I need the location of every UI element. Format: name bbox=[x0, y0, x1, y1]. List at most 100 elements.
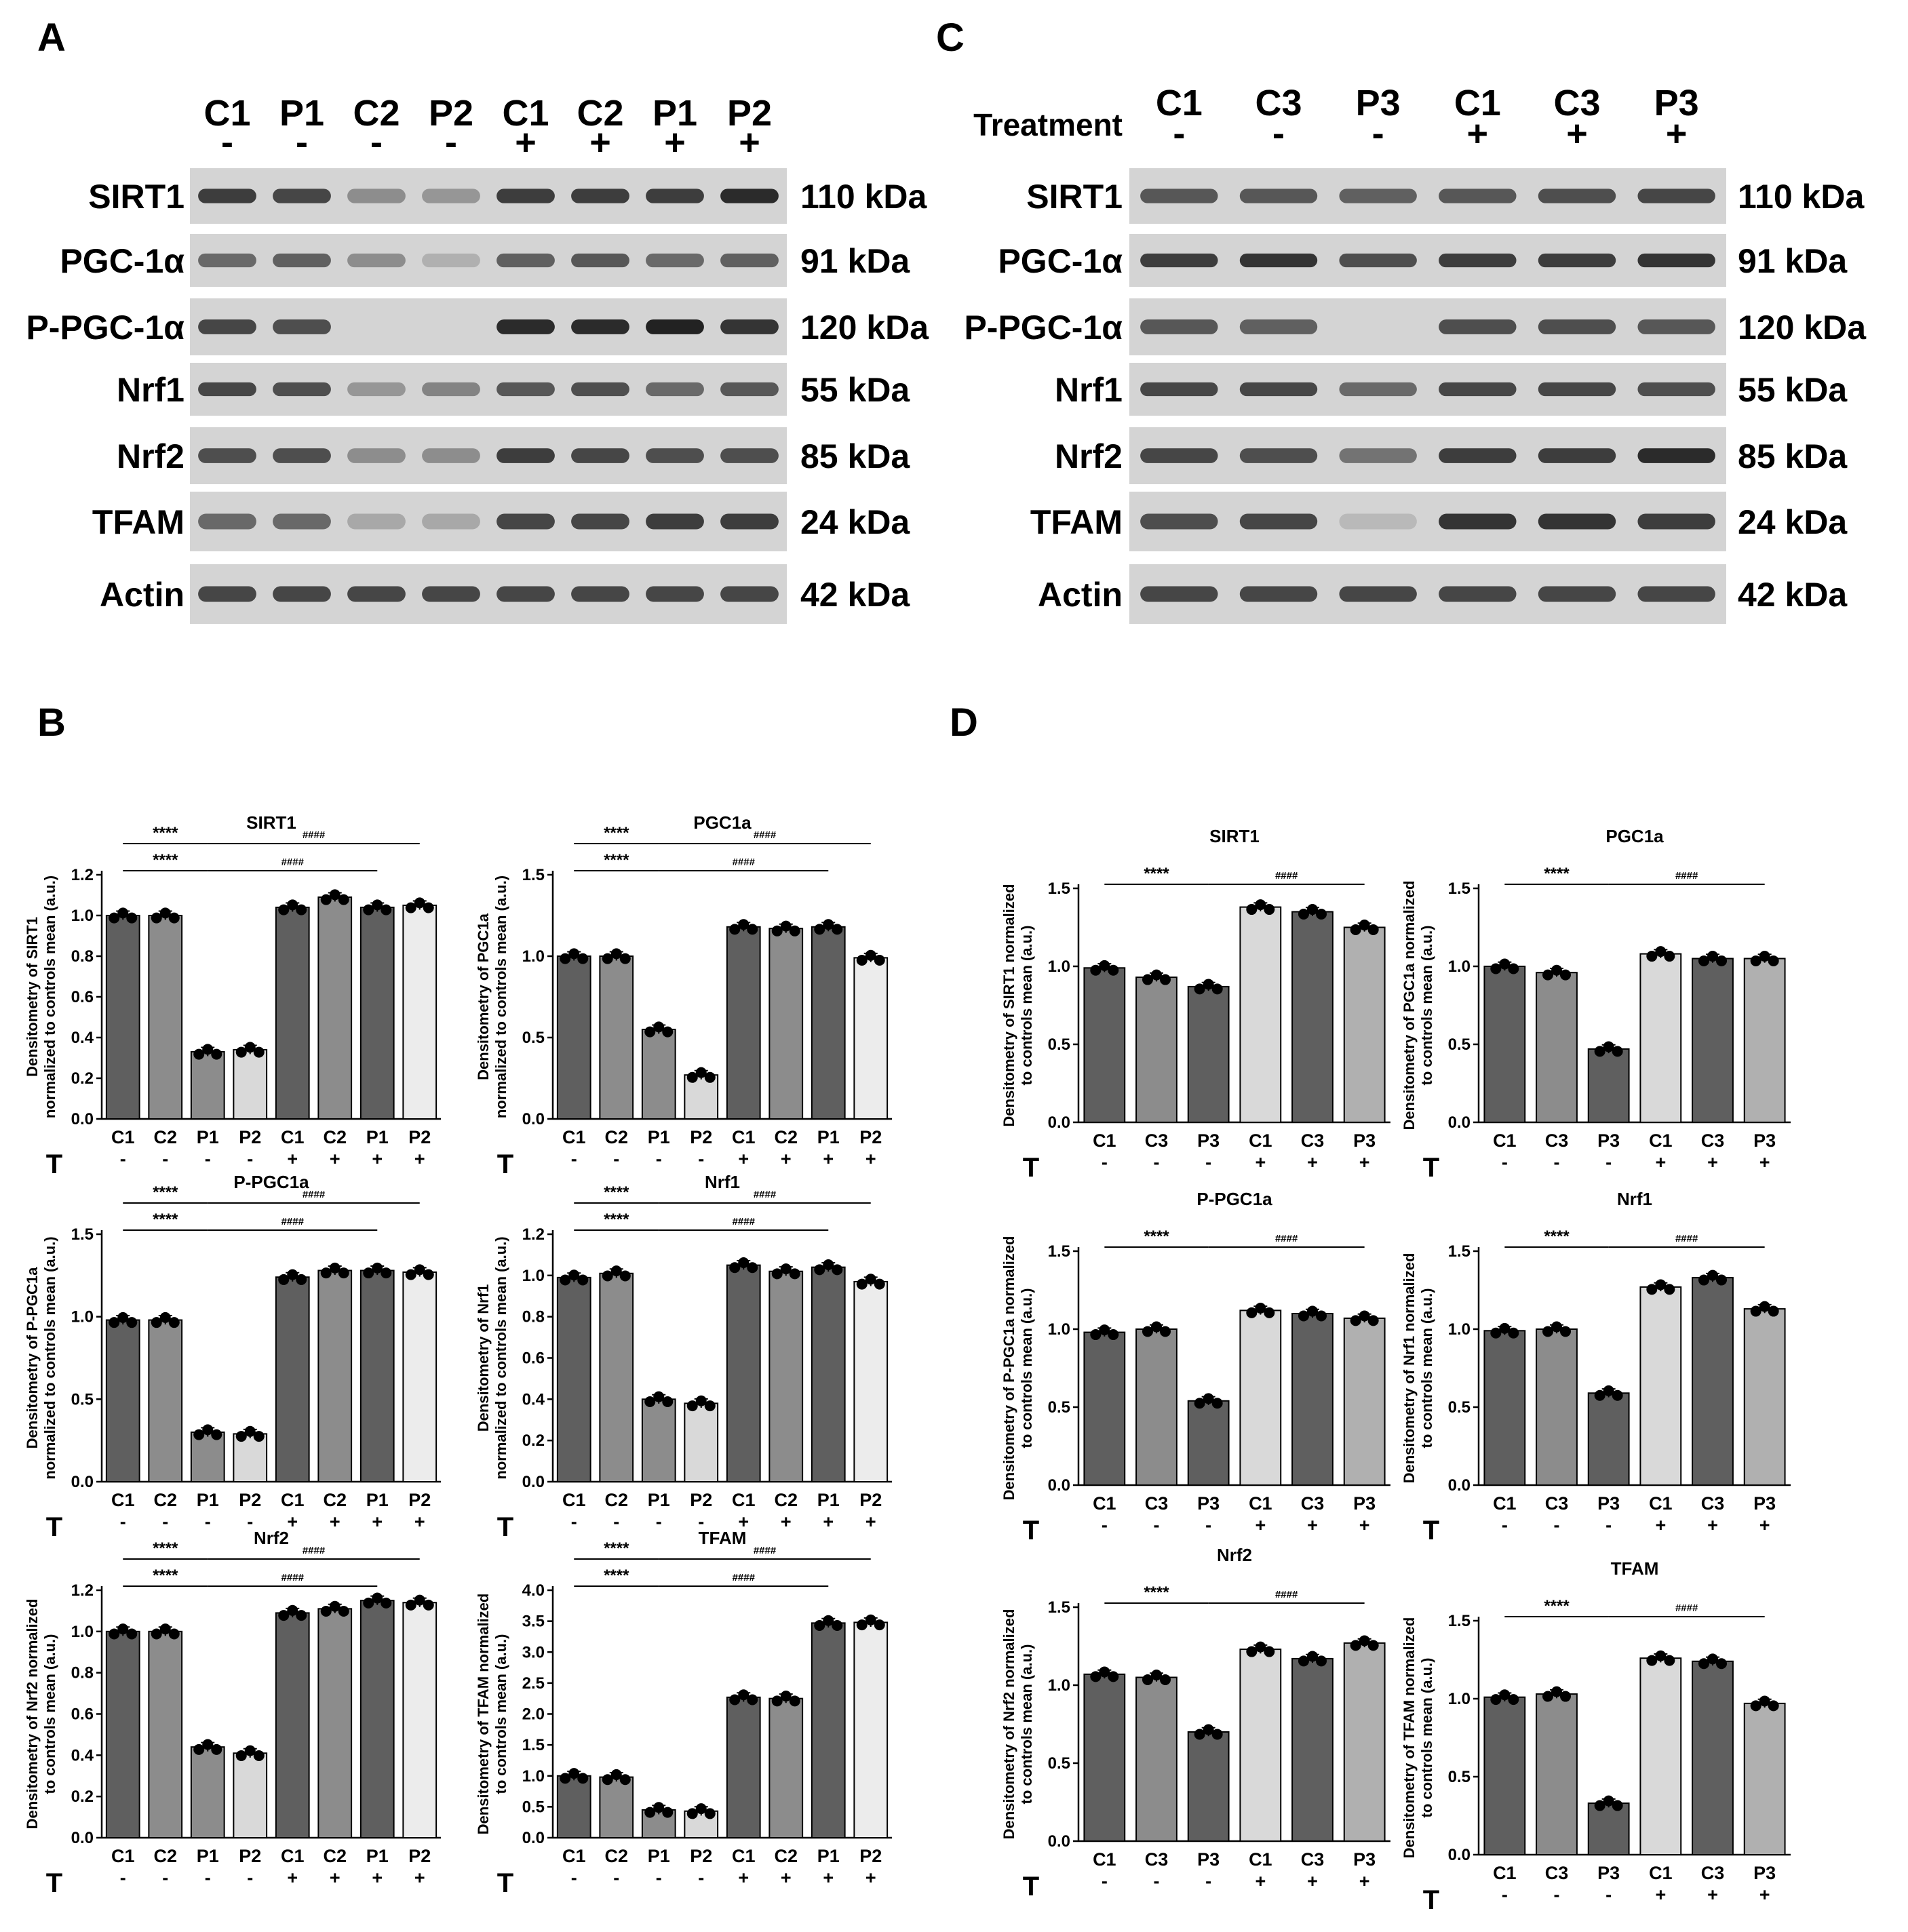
chart-d-pgc1a: PGC1a Densitometry of PGC1a normalizedto … bbox=[1401, 826, 1791, 1183]
data-point bbox=[1560, 969, 1571, 981]
blot-band bbox=[198, 319, 256, 334]
y-tick-label: 0.8 bbox=[71, 1664, 94, 1682]
blot-band bbox=[497, 448, 555, 463]
treatment-tick-label: - bbox=[162, 1868, 168, 1888]
x-tick-label: C1 bbox=[1249, 1849, 1272, 1870]
data-point bbox=[1759, 1301, 1770, 1312]
significance-label: #### bbox=[1275, 1233, 1298, 1244]
blot-band bbox=[1637, 253, 1715, 268]
x-tick-label: P1 bbox=[817, 1846, 840, 1866]
y-axis-label-line: Densitometry of P-PGC1a normalized bbox=[1000, 1236, 1017, 1501]
data-point bbox=[381, 1267, 392, 1279]
y-axis-label-line: to controls mean (a.u.) bbox=[1018, 1288, 1035, 1448]
x-tick-label: P1 bbox=[648, 1490, 670, 1510]
treatment-tick-label: - bbox=[1102, 1152, 1108, 1172]
significance-label: **** bbox=[153, 1539, 178, 1558]
blot-band bbox=[422, 189, 480, 203]
x-tick-label: C2 bbox=[604, 1846, 628, 1866]
significance-label: #### bbox=[1675, 1602, 1698, 1614]
data-point bbox=[780, 1691, 792, 1702]
data-point bbox=[577, 953, 589, 964]
blot-band bbox=[273, 448, 331, 463]
data-point bbox=[1499, 1689, 1511, 1701]
data-point bbox=[296, 1610, 307, 1621]
blot-row-pgc1: PGC-1α 91 kDa bbox=[60, 234, 910, 287]
x-tick-label: C1 bbox=[1093, 1130, 1116, 1151]
x-tick-label: C3 bbox=[1701, 1130, 1725, 1151]
data-point bbox=[338, 1606, 349, 1617]
data-point bbox=[780, 920, 792, 932]
bar bbox=[359, 1269, 395, 1482]
data-point bbox=[662, 1807, 674, 1818]
blot-band bbox=[198, 513, 256, 530]
bar bbox=[1639, 1286, 1682, 1486]
y-axis-label-line: Densitometry of SIRT1 normalized bbox=[1000, 884, 1017, 1126]
y-axis-label-line: Densitometry of TFAM normalized bbox=[475, 1594, 492, 1835]
data-point bbox=[1316, 1310, 1327, 1322]
chart-d-nrf1: Nrf1 Densitometry of Nrf1 normalizedto co… bbox=[1401, 1189, 1791, 1545]
data-point bbox=[1211, 1398, 1223, 1409]
data-point bbox=[738, 919, 749, 930]
size-label: 85 kDa bbox=[800, 437, 910, 475]
treatment-tick-label: - bbox=[205, 1512, 211, 1532]
y-tick-label: 0.2 bbox=[71, 1788, 94, 1806]
treatment-axis-label: T bbox=[497, 1149, 513, 1179]
data-point bbox=[1298, 1310, 1309, 1322]
data-point bbox=[560, 953, 571, 964]
data-point bbox=[1603, 1385, 1614, 1396]
data-point bbox=[1612, 1800, 1623, 1811]
bar bbox=[853, 1280, 889, 1483]
treatment-axis-label: T bbox=[1023, 1872, 1039, 1901]
x-tick-label: P3 bbox=[1753, 1863, 1776, 1883]
data-point bbox=[1307, 904, 1318, 915]
x-tick-label: P2 bbox=[859, 1846, 882, 1866]
bar bbox=[726, 1696, 761, 1839]
x-tick-label: C3 bbox=[1545, 1130, 1569, 1151]
y-tick-label: 0.5 bbox=[1048, 1754, 1070, 1773]
significance-label: #### bbox=[733, 856, 756, 868]
y-tick-label: 3.5 bbox=[522, 1613, 545, 1631]
y-tick-label: 0.0 bbox=[1048, 1113, 1070, 1132]
x-tick-label: C3 bbox=[1545, 1493, 1569, 1514]
size-label: 120 kDa bbox=[1738, 309, 1867, 347]
significance-label: **** bbox=[604, 851, 629, 869]
x-tick-label: P1 bbox=[817, 1490, 840, 1510]
treatment-tick-label: + bbox=[414, 1149, 425, 1169]
blot-row-actin: Actin 42 kDa bbox=[100, 564, 910, 624]
data-point bbox=[372, 1592, 383, 1604]
blot-band bbox=[1538, 513, 1616, 530]
chart-title: Nrf1 bbox=[1617, 1189, 1652, 1209]
blot-band bbox=[1239, 253, 1318, 268]
y-tick-label: 1.0 bbox=[1448, 1690, 1471, 1708]
data-point bbox=[865, 1274, 876, 1285]
data-point bbox=[423, 902, 434, 913]
data-point bbox=[278, 1610, 290, 1621]
treatment-tick-label: - bbox=[613, 1512, 619, 1532]
blot-band bbox=[571, 586, 629, 602]
data-point bbox=[695, 1395, 707, 1406]
chart-title: SIRT1 bbox=[246, 812, 296, 833]
data-point bbox=[1499, 1322, 1511, 1334]
blot-band bbox=[1339, 513, 1417, 530]
blot-band bbox=[1538, 448, 1616, 463]
blot-band bbox=[1140, 586, 1218, 602]
treatment-tick-label: - bbox=[120, 1868, 126, 1888]
data-point bbox=[329, 1262, 340, 1274]
data-point bbox=[771, 1695, 783, 1707]
blot-strip bbox=[1129, 168, 1726, 224]
lane-treatment: + bbox=[589, 122, 611, 163]
data-point bbox=[704, 1808, 716, 1819]
x-tick-label: C3 bbox=[1301, 1849, 1325, 1870]
treatment-tick-label: + bbox=[738, 1512, 749, 1532]
data-point bbox=[771, 1268, 783, 1280]
blot-band bbox=[1239, 319, 1318, 334]
x-tick-label: C3 bbox=[1545, 1863, 1569, 1883]
y-axis-label: Densitometry of Nrf1 normalizedto contro… bbox=[1401, 1253, 1435, 1484]
treatment-tick-label: + bbox=[414, 1512, 425, 1532]
bar bbox=[641, 1398, 676, 1482]
x-tick-label: C3 bbox=[1301, 1493, 1325, 1514]
size-label: 110 kDa bbox=[800, 178, 927, 216]
bar bbox=[148, 915, 183, 1120]
data-point bbox=[832, 1264, 843, 1276]
bar bbox=[599, 1776, 634, 1838]
